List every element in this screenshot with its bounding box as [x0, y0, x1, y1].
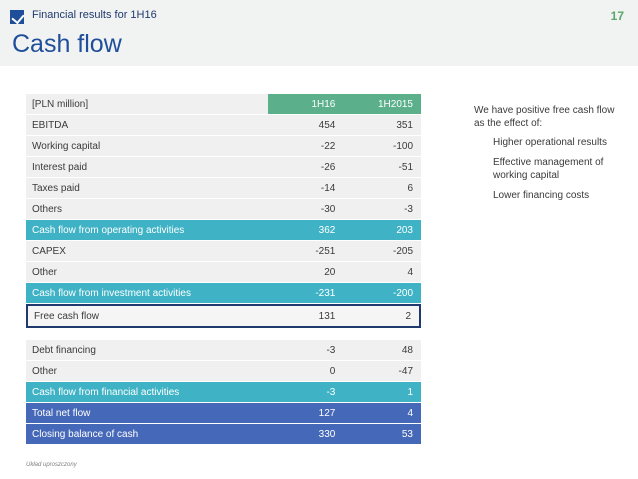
row-value: 330 — [268, 424, 344, 445]
row-value: -26 — [268, 157, 344, 178]
row-value: 4 — [343, 403, 421, 424]
row-value: -205 — [343, 241, 421, 262]
table-row: Interest paid -26 -51 — [26, 157, 421, 178]
row-value: 48 — [343, 340, 421, 361]
investment-cash-flow-row: Cash flow from investment activities -23… — [26, 283, 421, 304]
row-value: 127 — [268, 403, 344, 424]
row-value: -14 — [268, 178, 344, 199]
column-header-1h16: 1H16 — [268, 94, 344, 115]
header-band: Financial results for 1H16 17 Cash flow — [0, 0, 638, 66]
page-title: Cash flow — [12, 30, 122, 58]
row-label: Other — [26, 361, 269, 382]
operating-cash-flow-row: Cash flow from operating activities 362 … — [26, 220, 421, 241]
row-value: 454 — [268, 115, 344, 136]
row-value: -251 — [268, 241, 344, 262]
bullet-item: Lower financing costs — [493, 190, 590, 201]
row-label: Cash flow from investment activities — [26, 283, 269, 304]
checkmark-logo-icon — [10, 10, 24, 24]
row-label: Working capital — [26, 136, 269, 157]
table-row: Debt financing -3 48 — [26, 340, 421, 361]
row-value: 4 — [343, 262, 421, 283]
row-value: 53 — [343, 424, 421, 445]
row-label: Cash flow from financial activities — [26, 382, 269, 403]
row-value: 6 — [343, 178, 421, 199]
side-note-intro: We have positive free cash flow as the e… — [474, 105, 615, 129]
table-row: EBITDA 454 351 — [26, 115, 421, 136]
table-row: Taxes paid -14 6 — [26, 178, 421, 199]
column-header-1h2015: 1H2015 — [343, 94, 421, 115]
row-value: -200 — [343, 283, 421, 304]
row-value: -3 — [343, 199, 421, 220]
row-label: Others — [26, 199, 269, 220]
financial-cash-flow-row: Cash flow from financial activities -3 1 — [26, 382, 421, 403]
row-value: -3 — [268, 382, 344, 403]
row-label: Interest paid — [26, 157, 269, 178]
closing-balance-row: Closing balance of cash 330 53 — [26, 424, 421, 445]
row-value: 362 — [268, 220, 344, 241]
table-spacer — [26, 328, 421, 340]
side-note-bullets: Higher operational results Effective man… — [474, 136, 624, 202]
row-value: -30 — [268, 199, 344, 220]
table-header-row: [PLN million] 1H16 1H2015 — [26, 94, 421, 115]
row-value: 351 — [343, 115, 421, 136]
table-row: Other 20 4 — [26, 262, 421, 283]
free-cash-flow-row: Free cash flow 131 2 — [26, 304, 421, 328]
cash-flow-table: [PLN million] 1H16 1H2015 EBITDA 454 351… — [26, 94, 421, 445]
row-label: CAPEX — [26, 241, 269, 262]
row-value: -231 — [268, 283, 344, 304]
row-label: Closing balance of cash — [26, 424, 269, 445]
table-row: Others -30 -3 — [26, 199, 421, 220]
table-row: Other 0 -47 — [26, 361, 421, 382]
total-net-flow-row: Total net flow 127 4 — [26, 403, 421, 424]
table-row: CAPEX -251 -205 — [26, 241, 421, 262]
page-number: 17 — [610, 9, 624, 23]
bullet-item: Higher operational results — [493, 137, 607, 148]
row-label: Debt financing — [26, 340, 269, 361]
side-note: We have positive free cash flow as the e… — [474, 104, 624, 209]
row-label: EBITDA — [26, 115, 269, 136]
unit-label: [PLN million] — [26, 94, 269, 115]
row-label: Taxes paid — [26, 178, 269, 199]
row-value: 2 — [343, 304, 421, 328]
row-value: -51 — [343, 157, 421, 178]
row-label: Total net flow — [26, 403, 269, 424]
row-value: 203 — [343, 220, 421, 241]
footnote: Układ uproszczony — [26, 462, 77, 468]
bullet-item: Effective management of working capital — [493, 157, 604, 181]
row-value: 1 — [343, 382, 421, 403]
row-label: Cash flow from operating activities — [26, 220, 269, 241]
row-value: 131 — [268, 304, 344, 328]
row-value: 0 — [268, 361, 344, 382]
table-row: Working capital -22 -100 — [26, 136, 421, 157]
row-value: -47 — [343, 361, 421, 382]
row-value: 20 — [268, 262, 344, 283]
row-value: -3 — [268, 340, 344, 361]
section-kicker: Financial results for 1H16 — [32, 9, 157, 21]
row-label: Free cash flow — [26, 304, 269, 328]
row-value: -100 — [343, 136, 421, 157]
row-value: -22 — [268, 136, 344, 157]
row-label: Other — [26, 262, 269, 283]
